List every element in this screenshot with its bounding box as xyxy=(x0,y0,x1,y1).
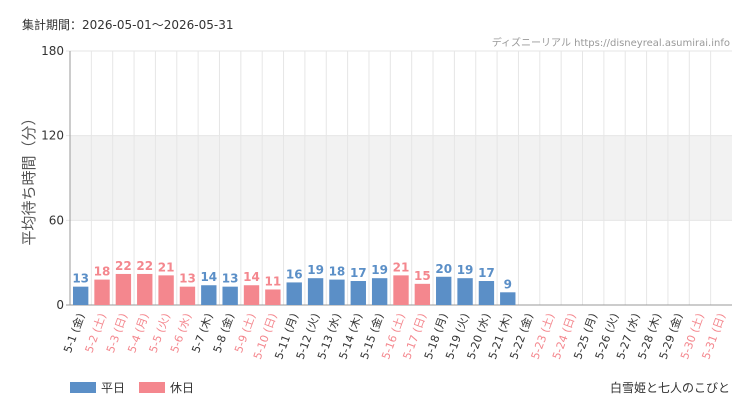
data-label: 17 xyxy=(350,266,367,280)
data-label: 19 xyxy=(307,263,324,277)
bar-holiday xyxy=(137,273,153,305)
bar-weekday xyxy=(436,276,452,305)
bar-holiday xyxy=(179,286,196,305)
data-label: 18 xyxy=(94,265,111,279)
data-label: 21 xyxy=(158,260,175,274)
data-label: 9 xyxy=(504,277,512,291)
chart-legend: 平日 休日 xyxy=(70,379,208,396)
bar-weekday xyxy=(307,278,324,305)
bar-holiday xyxy=(158,275,174,305)
y-axis-label: 平均待ち時間（分） xyxy=(20,110,38,245)
shaded-band xyxy=(70,135,732,221)
bar-weekday xyxy=(329,279,345,305)
data-label: 19 xyxy=(457,263,474,277)
bar-holiday xyxy=(414,283,431,305)
data-label: 13 xyxy=(179,272,196,286)
attribution-text: ディズニーリアル https://disneyreal.asumirai.inf… xyxy=(491,38,730,49)
data-label: 14 xyxy=(200,270,217,284)
legend-label-weekday: 平日 xyxy=(101,381,126,395)
bar-holiday xyxy=(243,285,260,305)
legend-item-weekday: 平日 xyxy=(70,379,125,396)
legend-swatch-holiday xyxy=(139,382,166,393)
legend-label-holiday: 休日 xyxy=(170,381,195,395)
y-tick-label: 180 xyxy=(41,44,64,58)
data-label: 13 xyxy=(72,272,89,286)
data-label: 21 xyxy=(393,260,410,274)
data-label: 13 xyxy=(222,272,239,286)
period-label: 集計期間：2026-05-01～2026-05-31 xyxy=(22,18,234,32)
data-label: 14 xyxy=(243,270,260,284)
bar-weekday xyxy=(222,286,238,305)
bar-weekday xyxy=(286,282,302,305)
bar-weekday xyxy=(201,285,217,305)
bar-holiday xyxy=(393,275,409,305)
data-label: 17 xyxy=(478,266,495,280)
legend-item-holiday: 休日 xyxy=(139,379,194,396)
data-label: 22 xyxy=(115,259,132,273)
data-label: 22 xyxy=(136,259,153,273)
bar-weekday xyxy=(457,278,473,305)
data-label: 15 xyxy=(414,269,431,283)
bar-weekday xyxy=(478,281,495,305)
bar-holiday xyxy=(265,289,281,305)
bar-weekday xyxy=(500,292,516,305)
data-label: 18 xyxy=(329,265,346,279)
y-tick-label: 60 xyxy=(49,213,64,227)
data-label: 19 xyxy=(371,263,388,277)
y-tick-label: 120 xyxy=(41,129,64,143)
bar-weekday xyxy=(72,286,89,305)
legend-swatch-weekday xyxy=(70,382,96,393)
bar-weekday xyxy=(350,281,366,305)
data-label: 16 xyxy=(286,267,303,281)
bar-holiday xyxy=(94,279,110,305)
bar-weekday xyxy=(371,278,388,305)
y-tick-label: 0 xyxy=(56,298,64,312)
bar-holiday xyxy=(115,273,132,305)
attraction-name: 白雪姫と七人のこびと xyxy=(609,381,730,395)
data-label: 20 xyxy=(435,262,452,276)
data-label: 11 xyxy=(265,274,282,288)
